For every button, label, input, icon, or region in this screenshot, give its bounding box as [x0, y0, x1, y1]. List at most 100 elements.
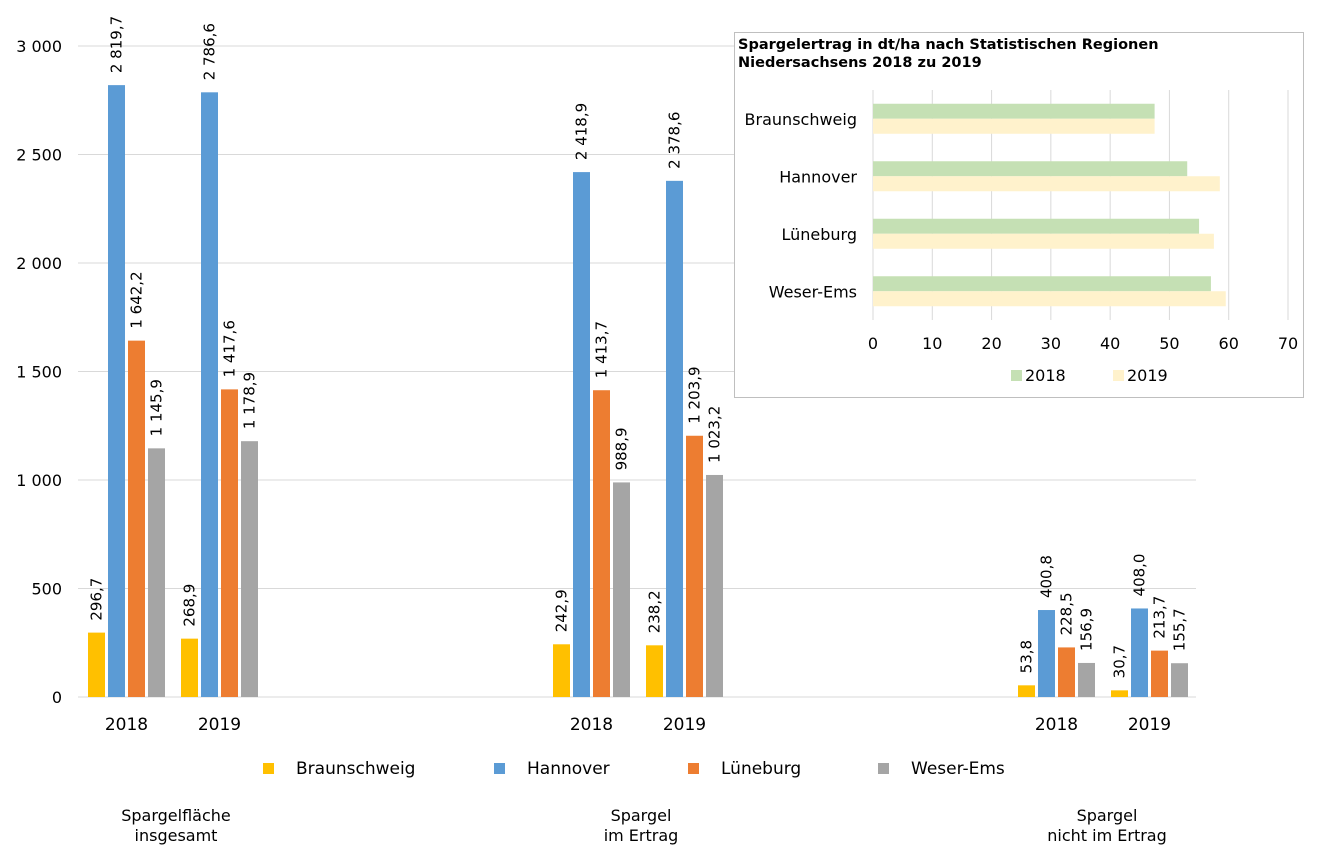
legend-swatch — [878, 763, 889, 774]
data-label: 2 418,9 — [573, 103, 591, 160]
data-label: 1 023,2 — [706, 406, 724, 463]
data-label: 296,7 — [88, 578, 106, 621]
bar — [128, 340, 145, 697]
inset-x-tick-label: 20 — [981, 334, 1001, 353]
data-label: 242,9 — [553, 589, 571, 632]
y-tick-label: 1 000 — [16, 471, 62, 490]
data-label: 1 413,7 — [593, 321, 611, 378]
data-label: 1 203,9 — [686, 366, 704, 423]
legend-label: Braunschweig — [296, 759, 415, 779]
inset-bar — [873, 233, 1214, 249]
x-tick-label: 2019 — [198, 715, 241, 735]
data-label: 2 819,7 — [108, 16, 126, 73]
bar — [666, 180, 683, 697]
bar — [1058, 647, 1075, 697]
bar — [1078, 662, 1095, 697]
inset-bar — [873, 176, 1220, 192]
y-tick-label: 2 500 — [16, 146, 62, 165]
bar — [88, 632, 105, 697]
data-label: 228,5 — [1058, 592, 1076, 635]
x-tick-label: 2019 — [663, 715, 706, 735]
data-label: 30,7 — [1111, 645, 1129, 678]
y-tick-label: 2 000 — [16, 254, 62, 273]
inset-chart-title: Spargelertrag in dt/ha nach Statistische… — [738, 37, 1159, 71]
inset-bar — [873, 103, 1155, 119]
inset-x-tick-label: 10 — [922, 334, 942, 353]
data-label: 408,0 — [1131, 554, 1149, 597]
inset-legend-label: 2019 — [1127, 366, 1168, 385]
data-label: 155,7 — [1171, 608, 1189, 651]
bar — [553, 644, 570, 697]
inset-x-tick-label: 0 — [868, 334, 878, 353]
data-label: 2 378,6 — [666, 112, 684, 169]
inset-x-tick-label: 70 — [1278, 334, 1298, 353]
inset-x-tick-label: 30 — [1041, 334, 1061, 353]
inset-bar — [873, 118, 1155, 134]
data-label: 238,2 — [646, 590, 664, 633]
bar — [1151, 650, 1168, 697]
data-label: 1 642,2 — [128, 271, 146, 328]
bar — [573, 172, 590, 697]
inset-bar — [873, 218, 1200, 234]
inset-bar — [873, 276, 1211, 292]
legend-label: Lüneburg — [721, 759, 801, 779]
bar — [1038, 610, 1055, 697]
legend-label: Hannover — [527, 759, 610, 779]
y-tick-label: 1 500 — [16, 363, 62, 382]
inset-x-tick-label: 40 — [1100, 334, 1120, 353]
bar — [1131, 608, 1148, 697]
x-tick-label: 2018 — [105, 715, 148, 735]
bar — [148, 448, 165, 697]
bar — [613, 482, 630, 697]
bar — [593, 390, 610, 697]
bar — [201, 92, 218, 697]
data-label: 2 786,6 — [201, 23, 219, 80]
bar — [1111, 690, 1128, 697]
data-label: 1 417,6 — [221, 320, 239, 377]
inset-legend-swatch — [1113, 370, 1124, 381]
y-tick-label: 0 — [52, 688, 62, 707]
data-label: 400,8 — [1038, 555, 1056, 598]
x-tick-label: 2018 — [1035, 715, 1078, 735]
inset-legend-swatch — [1011, 370, 1022, 381]
inset-category-label: Hannover — [779, 167, 857, 186]
data-label: 988,9 — [613, 427, 631, 470]
y-tick-label: 500 — [31, 580, 62, 599]
data-label: 1 178,9 — [241, 372, 259, 429]
data-label: 53,8 — [1018, 640, 1036, 673]
bar — [221, 389, 238, 697]
legend-swatch — [494, 763, 505, 774]
x-tick-label: 2018 — [570, 715, 613, 735]
data-label: 156,9 — [1078, 608, 1096, 651]
bar — [686, 435, 703, 697]
inset-category-label: Lüneburg — [781, 225, 857, 244]
bar — [1171, 663, 1188, 697]
inset-bar — [873, 291, 1226, 307]
inset-bar — [873, 161, 1188, 177]
legend-swatch — [263, 763, 274, 774]
group-label-nicht-im-ertrag: Spargel nicht im Ertrag — [1047, 806, 1167, 845]
inset-x-tick-label: 50 — [1159, 334, 1179, 353]
x-tick-label: 2019 — [1128, 715, 1171, 735]
inset-legend-label: 2018 — [1025, 366, 1066, 385]
bar — [646, 645, 663, 697]
bar — [1018, 685, 1035, 697]
group-label-im-ertrag: Spargel im Ertrag — [603, 806, 679, 845]
inset-category-label: Braunschweig — [745, 110, 857, 129]
inset-category-label: Weser-Ems — [769, 282, 857, 301]
legend-label: Weser-Ems — [911, 759, 1005, 779]
bar — [241, 441, 258, 697]
inset-x-tick-label: 60 — [1219, 334, 1239, 353]
y-tick-label: 3 000 — [16, 37, 62, 56]
inset-chart-frame — [734, 32, 1304, 398]
data-label: 1 145,9 — [148, 379, 166, 436]
legend-swatch — [688, 763, 699, 774]
bar — [181, 638, 198, 697]
data-label: 268,9 — [181, 584, 199, 627]
group-label-spargelflaeche: Spargelfläche insgesamt — [121, 806, 231, 845]
data-label: 213,7 — [1151, 596, 1169, 639]
bar — [108, 85, 125, 697]
bar — [706, 474, 723, 697]
